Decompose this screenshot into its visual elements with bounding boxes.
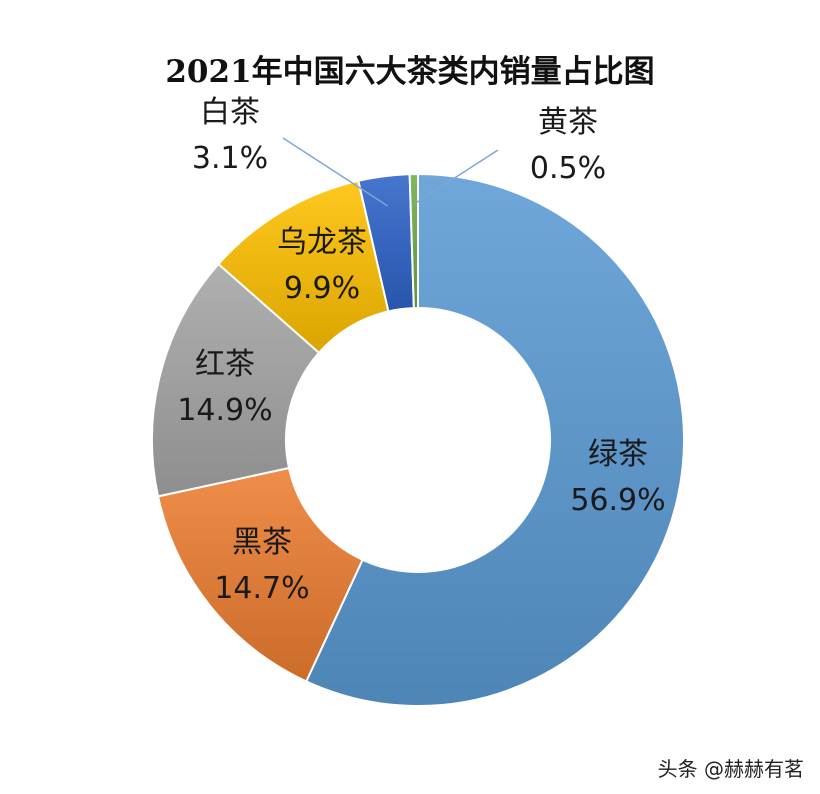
slice-label-value-5: 0.5% xyxy=(530,151,606,186)
slice-label-name-5: 黄茶 xyxy=(538,105,598,140)
slice-2 xyxy=(151,262,321,498)
slice-5 xyxy=(408,172,419,310)
slices-group xyxy=(151,172,685,707)
slice-label-value-0: 56.9% xyxy=(570,483,665,518)
watermark: 头条 @赫赫有茗 xyxy=(657,757,804,781)
leader-line-5 xyxy=(413,149,499,205)
slice-label-value-4: 3.1% xyxy=(192,141,268,176)
slice-label-name-0: 绿茶 xyxy=(588,437,648,472)
slice-labels: 绿茶 56.9% 黑茶 14.7% 红茶 14.9% 乌龙茶 9.9% 白茶 3.1% 黄茶 0.5% xyxy=(177,95,665,606)
slice-label-name-2: 红茶 xyxy=(195,347,255,382)
slice-label-value-3: 9.9% xyxy=(284,271,360,306)
leader-lines xyxy=(282,137,499,207)
slice-label-value-1: 14.7% xyxy=(214,571,309,606)
slice-label-name-3: 乌龙茶 xyxy=(277,225,367,260)
leader-line-4 xyxy=(282,137,389,207)
slice-label-value-2: 14.9% xyxy=(177,393,272,428)
slice-1 xyxy=(156,466,364,683)
slice-0 xyxy=(304,172,685,707)
slice-label-name-1: 黑茶 xyxy=(232,525,292,560)
slice-label-name-4: 白茶 xyxy=(200,95,260,130)
chart-title: 2021年中国六大茶类内销量占比图 xyxy=(165,54,654,90)
